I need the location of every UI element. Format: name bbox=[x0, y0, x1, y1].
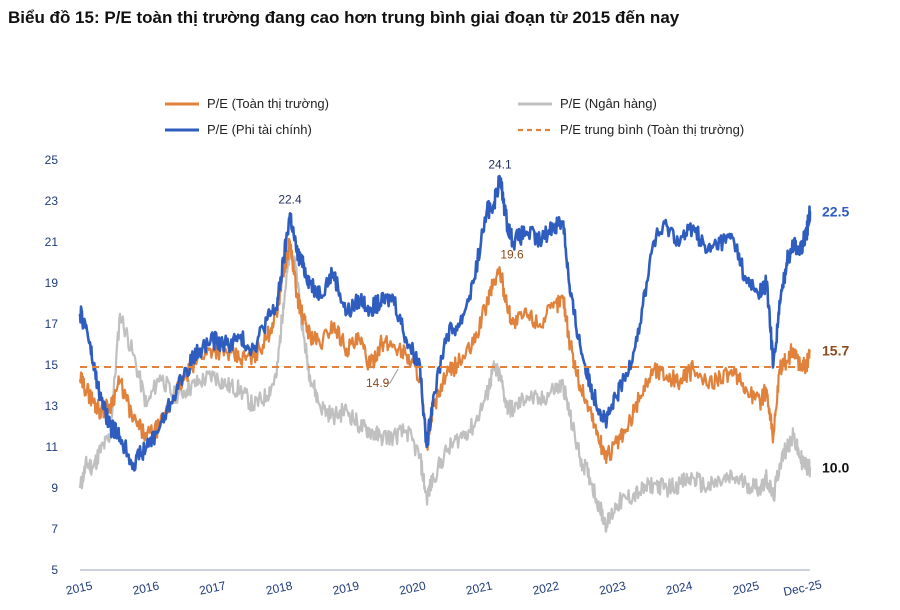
annotation-leader-14-9 bbox=[384, 368, 399, 384]
x-tick-label-2025: 2025 bbox=[731, 578, 760, 597]
x-tick-label-2024: 2024 bbox=[665, 578, 694, 597]
y-tick-label-25: 25 bbox=[45, 153, 59, 167]
annotation-19-6: 19.6 bbox=[500, 248, 524, 262]
x-tick-label-2016: 2016 bbox=[131, 578, 160, 597]
x-tick-label-2019: 2019 bbox=[331, 578, 360, 597]
y-tick-label-9: 9 bbox=[51, 481, 58, 495]
legend-label-market: P/E (Toàn thị trường) bbox=[207, 96, 329, 111]
annotation-14-9: 14.9 bbox=[366, 376, 390, 390]
legend: P/E (Toàn thị trường) P/E (Ngân hàng) P/E … bbox=[165, 96, 744, 137]
y-tick-label-11: 11 bbox=[46, 440, 59, 454]
end-label-market: 15.7 bbox=[822, 343, 849, 359]
legend-label-average: P/E trung bình (Toàn thị trường) bbox=[560, 122, 744, 137]
annotation-24-1: 24.1 bbox=[488, 157, 512, 171]
chart-title: Biểu đồ 15: P/E toàn thị trường đang cao… bbox=[8, 8, 680, 27]
annotations: 22.4 24.1 19.6 14.9 22.5 15.7 10.0 bbox=[278, 157, 849, 475]
series-lines bbox=[78, 174, 812, 533]
annotation-22-4: 22.4 bbox=[278, 192, 302, 206]
end-label-banks: 10.0 bbox=[822, 460, 849, 476]
x-tick-label-2015: 2015 bbox=[65, 578, 94, 597]
y-tick-label-5: 5 bbox=[51, 563, 58, 577]
y-tick-label-13: 13 bbox=[45, 399, 59, 413]
y-tick-label-19: 19 bbox=[45, 276, 59, 290]
y-axis: 5 7 9 11 13 15 17 19 21 23 25 bbox=[45, 153, 59, 577]
x-tick-label-2018: 2018 bbox=[265, 578, 294, 597]
x-tick-label-2023: 2023 bbox=[598, 578, 627, 597]
x-tick-label-2021: 2021 bbox=[465, 578, 494, 597]
x-tick-label-2022: 2022 bbox=[531, 578, 560, 597]
series-line-market bbox=[78, 237, 811, 464]
y-tick-label-17: 17 bbox=[45, 317, 59, 331]
x-axis: 2015 2016 2017 2018 2019 2020 2021 2022 2023 2024… bbox=[65, 569, 823, 599]
x-tick-label-2020: 2020 bbox=[398, 578, 427, 597]
series-line-banks bbox=[78, 246, 812, 533]
end-label-nonfin: 22.5 bbox=[822, 203, 849, 219]
legend-label-banks: P/E (Ngân hàng) bbox=[560, 96, 657, 111]
y-tick-label-21: 21 bbox=[45, 235, 59, 249]
x-tick-label-2017: 2017 bbox=[198, 578, 227, 597]
y-tick-label-15: 15 bbox=[45, 358, 59, 372]
x-tick-label-dec-25: Dec-25 bbox=[782, 577, 823, 599]
y-tick-label-23: 23 bbox=[45, 194, 59, 208]
y-tick-label-7: 7 bbox=[51, 522, 58, 536]
legend-label-nonfin: P/E (Phi tài chính) bbox=[207, 122, 312, 137]
series-line-nonfin bbox=[78, 174, 812, 472]
